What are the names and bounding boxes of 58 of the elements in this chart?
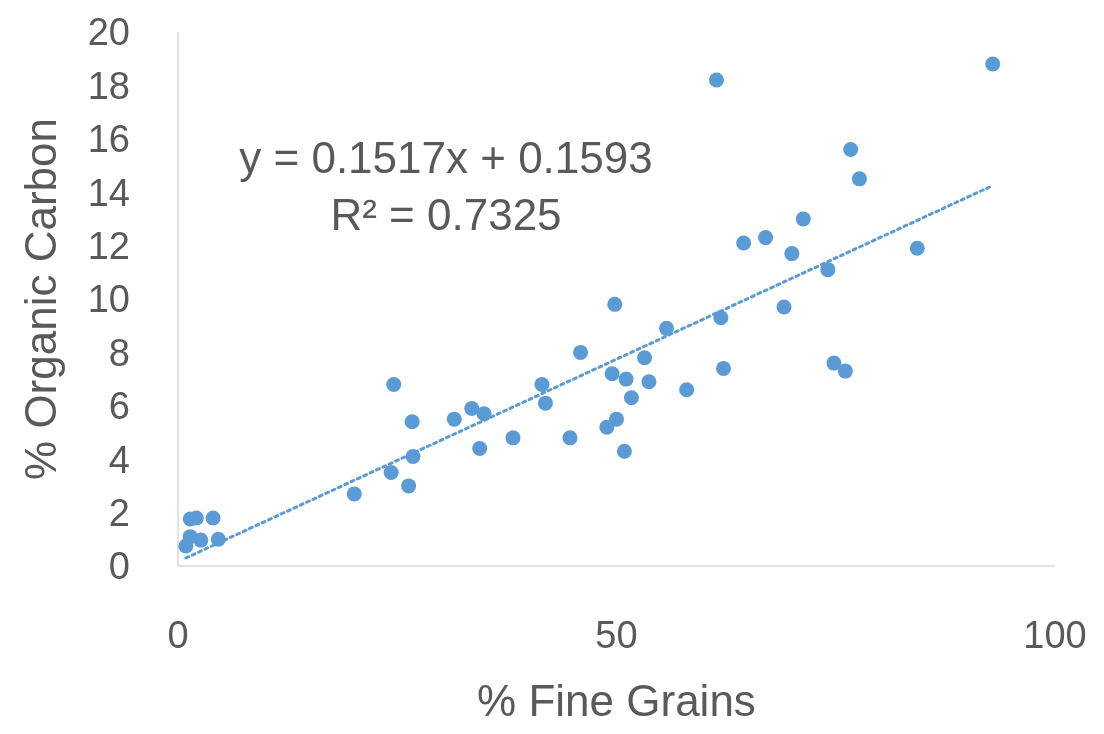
point [604,366,620,382]
annotation: y = 0.1517x + 0.1593 [239,133,653,182]
point [715,360,731,376]
point [985,56,1001,72]
point [193,532,209,548]
point [623,390,639,406]
y-tick-label: 8 [108,331,130,374]
point [641,374,657,390]
y-tick-label: 10 [87,278,130,321]
point [679,382,695,398]
point [562,430,578,446]
point [795,211,811,227]
y-tick-label: 16 [87,118,130,161]
y-tick-label: 0 [108,545,130,588]
point [618,371,634,387]
point [826,355,842,371]
point [843,141,859,157]
point [446,411,462,427]
point [534,376,550,392]
point [383,465,399,481]
point [609,411,624,427]
point [607,296,623,312]
point [346,486,362,502]
point [505,430,521,446]
point [909,240,925,256]
point [472,441,488,457]
point [820,262,836,278]
point [837,363,853,379]
y-axis-title: % Organic Carbon [16,118,65,480]
y-tick-label: 4 [108,438,130,481]
point [736,235,752,251]
point [464,400,480,416]
point [573,344,589,360]
x-axis-title: % Fine Grains [477,676,756,725]
point [404,414,420,430]
x-tick-label: 100 [1023,614,1087,656]
y-tick-label: 12 [87,224,130,267]
y-tick-label: 14 [87,171,130,214]
y-tick-label: 6 [108,385,130,428]
point [599,419,615,435]
y-tick-label: 18 [87,64,130,107]
y-tick-label: 20 [87,11,130,54]
point [205,510,221,526]
point [401,478,417,494]
point [637,350,653,366]
point [758,230,774,246]
point [537,395,553,411]
point [658,320,674,336]
point [386,376,402,392]
point [784,246,800,262]
x-tick-label: 0 [167,614,189,656]
y-tick-label: 2 [108,491,130,534]
point [851,171,867,187]
x-tick-label: 50 [595,614,638,656]
point [616,443,632,459]
annotation: R² = 0.7325 [330,190,562,239]
point [708,72,724,88]
point [776,299,792,315]
